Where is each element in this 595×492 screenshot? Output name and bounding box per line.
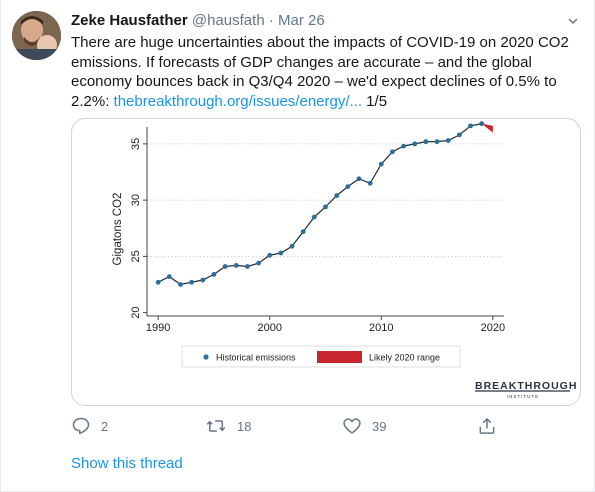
data-point [334,193,340,199]
data-point [267,252,273,258]
legend-label-historical: Historical emissions [216,353,296,363]
data-point [412,141,418,147]
y-tick-label: 20 [130,307,142,319]
y-axis-label: Gigatons CO2 [112,193,124,266]
chart-card[interactable]: 20 25 30 35 1990 2000 2010 2020 Gigatons CO2 Hi… [71,118,581,406]
x-tick-label: 1990 [146,322,170,334]
author-name[interactable]: Zeke Hausfather [71,12,188,29]
retweet-button[interactable]: 18 [205,414,251,438]
data-point [189,279,195,285]
legend-marker-historical [203,354,209,360]
data-point [222,264,228,269]
emissions-chart: 20 25 30 35 1990 2000 2010 2020 Gigatons CO2 Hi… [112,121,577,399]
data-point [256,260,261,266]
data-point [178,282,183,287]
data-point [434,139,440,145]
data-point [445,138,451,143]
data-point [200,277,206,283]
data-point [300,229,306,235]
brand-sub: INSTITUTE [507,394,539,399]
tweet-text-body: There are huge uncertainties about the i… [71,34,569,110]
share-icon [479,417,495,434]
data-point [233,262,239,268]
reply-icon [72,417,90,435]
data-point [155,279,161,285]
data-point [401,143,406,149]
separator: · [268,12,274,29]
likely-range-area [481,123,493,133]
tweet-header: Zeke Hausfather @hausfath · Mar 26 [71,11,325,31]
y-tick-label: 35 [130,138,142,150]
y-tick-label: 25 [130,250,142,262]
show-thread-link[interactable]: Show this thread [71,455,183,472]
data-point [423,139,429,145]
series-line [157,123,482,286]
legend: Historical emissions Likely 2020 range [181,345,461,368]
data-point [278,250,284,256]
x-tick-label: 2010 [369,322,393,334]
legend-label-range: Likely 2020 range [369,353,440,363]
like-count: 39 [372,418,387,434]
brand-name: BREAKTHROUGH [475,380,577,392]
data-point [323,204,328,210]
data-point [289,243,295,249]
legend-marker-range [317,351,362,363]
x-tick-label: 2000 [257,322,281,334]
tweet-text: There are huge uncertainties about the i… [71,33,583,111]
data-point [211,271,217,277]
data-point [468,123,473,129]
retweet-icon [206,420,226,432]
data-point [245,264,250,269]
data-point [390,149,395,155]
action-bar: 2 18 39 [1,414,595,438]
data-point [378,161,384,167]
data-point [166,274,172,280]
data-point [356,176,362,182]
data-point [479,121,485,127]
like-button[interactable]: 39 [342,414,386,438]
data-point [345,184,351,190]
x-tick-label: 2020 [481,322,505,334]
avatar[interactable] [12,11,61,60]
share-button[interactable] [477,414,507,438]
retweet-count: 18 [237,418,252,434]
reply-button[interactable]: 2 [71,414,108,438]
tweet-date[interactable]: Mar 26 [278,12,325,29]
data-point [311,214,317,220]
data-point [367,180,373,186]
data-point [456,132,462,138]
like-icon [343,418,361,434]
breakthrough-logo: BREAKTHROUGH INSTITUTE [475,380,577,399]
tweet-link[interactable]: thebreakthrough.org/issues/energy/... [113,92,363,110]
author-handle[interactable]: @hausfath [191,12,265,29]
reply-count: 2 [101,418,109,434]
thread-count: 1/5 [362,92,388,110]
chevron-down-icon[interactable] [567,14,579,26]
y-tick-label: 30 [130,194,142,206]
